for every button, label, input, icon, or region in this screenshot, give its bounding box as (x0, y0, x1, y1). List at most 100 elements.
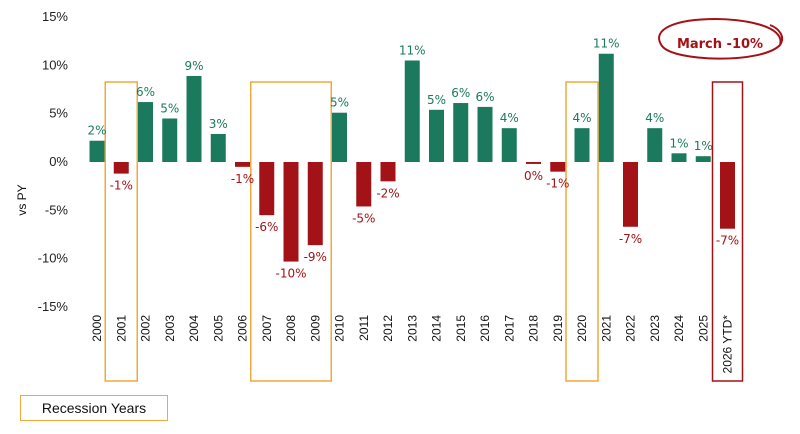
x-tick-label: 2010 (333, 315, 347, 342)
data-label: -2% (376, 186, 399, 200)
legend-recession-years: Recession Years (20, 395, 168, 421)
data-label: -7% (619, 232, 642, 246)
ytd-highlight-box (711, 81, 744, 382)
data-label: 6% (451, 86, 470, 100)
bar (356, 162, 372, 207)
bar (332, 112, 347, 162)
bar (598, 53, 614, 162)
y-tick-label: -10% (38, 251, 69, 266)
x-tick-label: 2014 (430, 315, 444, 342)
bar (550, 162, 566, 172)
data-label: 2% (87, 124, 106, 138)
data-label: 0% (524, 169, 543, 183)
data-label: 4% (500, 111, 519, 125)
data-label: 11% (399, 44, 426, 58)
x-tick-label: 2019 (551, 315, 565, 342)
x-tick-label: 2016 (478, 315, 492, 342)
x-tick-label: 2004 (187, 315, 201, 342)
bar (526, 162, 541, 164)
data-label: -1% (231, 172, 254, 186)
x-tick-label: 2008 (284, 315, 298, 342)
y-tick-label: 5% (49, 106, 68, 121)
bar (477, 106, 493, 162)
recession-box (250, 81, 332, 382)
x-tick-label: 2012 (381, 315, 395, 342)
callout-text: March -10% (677, 37, 763, 52)
data-label: 6% (136, 85, 155, 99)
y-tick-label: 10% (42, 57, 68, 72)
data-label: 4% (572, 111, 591, 125)
annotation-callout: March -10% (658, 17, 784, 60)
x-tick-label: 2001 (114, 315, 128, 342)
data-label: -7% (716, 234, 739, 248)
data-label: 1% (694, 139, 713, 153)
y-tick-label: 15% (42, 9, 68, 24)
bar (138, 102, 153, 162)
y-tick-label: -5% (45, 202, 69, 217)
data-label: -1% (546, 177, 569, 191)
bar (307, 162, 323, 246)
legend-label: Recession Years (41, 400, 147, 416)
x-tick-label: 2011 (357, 315, 371, 341)
bar (162, 118, 178, 162)
data-label: 5% (330, 96, 349, 110)
x-tick-label: 2009 (308, 315, 322, 342)
bar (404, 60, 420, 162)
bar (695, 156, 711, 162)
bar (671, 153, 687, 162)
bar (429, 109, 444, 162)
bar (574, 128, 590, 162)
bar (453, 103, 469, 162)
bar (501, 128, 517, 162)
data-label: 6% (475, 90, 494, 104)
x-tick-label: 2018 (527, 315, 541, 342)
data-label: 5% (427, 93, 446, 107)
data-label: 5% (160, 102, 179, 116)
data-label: 1% (669, 136, 688, 150)
recession-boxes (104, 81, 744, 382)
x-tick-label: 2023 (648, 315, 662, 342)
data-label: -9% (304, 250, 327, 264)
y-tick-label: -15% (38, 299, 69, 314)
data-label: -6% (255, 220, 278, 234)
x-tick-label: 2024 (672, 315, 686, 342)
bar (89, 140, 105, 162)
x-tick-label: 2025 (696, 315, 710, 342)
bars (89, 53, 735, 262)
data-label: -1% (110, 179, 133, 193)
bar (186, 75, 202, 162)
x-tick-label: 2017 (502, 315, 516, 342)
recession-box (565, 81, 599, 382)
x-tick-label: 2006 (236, 315, 250, 342)
y-tick-label: 0% (49, 154, 68, 169)
x-tick-label: 2005 (211, 315, 225, 342)
x-tick-label: 2007 (260, 315, 274, 342)
bar (210, 133, 226, 162)
data-label: -5% (352, 211, 375, 225)
x-tick-label: 2003 (163, 315, 177, 342)
y-axis: 15% 10% 5% 0% -5% -10% -15% (38, 9, 69, 314)
bar (720, 162, 735, 229)
data-label: -10% (275, 267, 306, 281)
callout-ellipse (658, 17, 784, 60)
bar (283, 162, 299, 262)
y-axis-label: vs PY (15, 184, 29, 215)
x-tick-label: 2026 YTD* (721, 315, 735, 374)
x-tick-label: 2002 (139, 315, 153, 342)
bar (623, 162, 638, 227)
bar (235, 162, 250, 167)
x-tick-label: 2013 (405, 315, 419, 342)
x-tick-label: 2000 (90, 315, 104, 342)
x-axis-ticks: 2000 2001 2002 2003 2004 2005 2006 2007 2008 2009… (90, 315, 735, 374)
data-label: 11% (593, 37, 620, 51)
x-tick-label: 2022 (624, 315, 638, 342)
data-label: 9% (184, 59, 203, 73)
bar (647, 128, 663, 162)
recession-box (104, 81, 138, 382)
x-tick-label: 2020 (575, 315, 589, 342)
bar (380, 162, 396, 182)
x-tick-label: 2021 (599, 315, 613, 342)
bar (259, 162, 275, 216)
data-label: 4% (645, 111, 664, 125)
